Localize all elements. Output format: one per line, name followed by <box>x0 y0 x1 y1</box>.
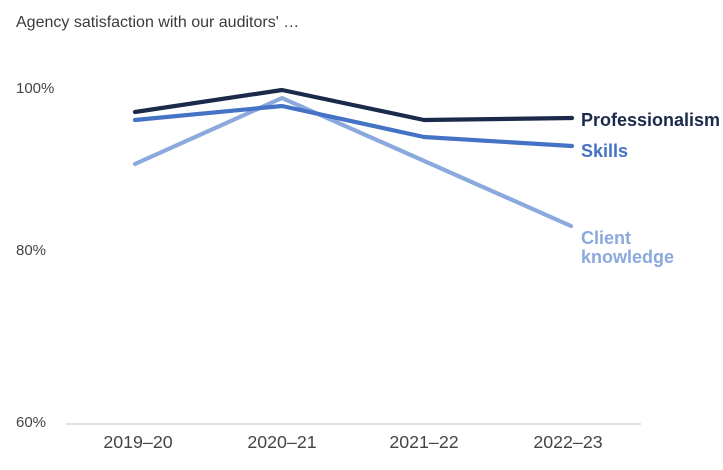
svg-text:2021–22: 2021–22 <box>389 432 458 452</box>
svg-text:60%: 60% <box>16 414 46 431</box>
svg-text:2019–20: 2019–20 <box>103 432 172 452</box>
svg-text:knowledge: knowledge <box>581 247 674 267</box>
svg-text:80%: 80% <box>16 242 46 259</box>
svg-text:Skills: Skills <box>581 141 628 161</box>
svg-text:Client: Client <box>581 228 631 248</box>
svg-text:100%: 100% <box>16 80 54 97</box>
svg-text:Professionalism: Professionalism <box>581 110 720 130</box>
svg-text:2022–23: 2022–23 <box>533 432 602 452</box>
svg-text:2020–21: 2020–21 <box>247 432 316 452</box>
